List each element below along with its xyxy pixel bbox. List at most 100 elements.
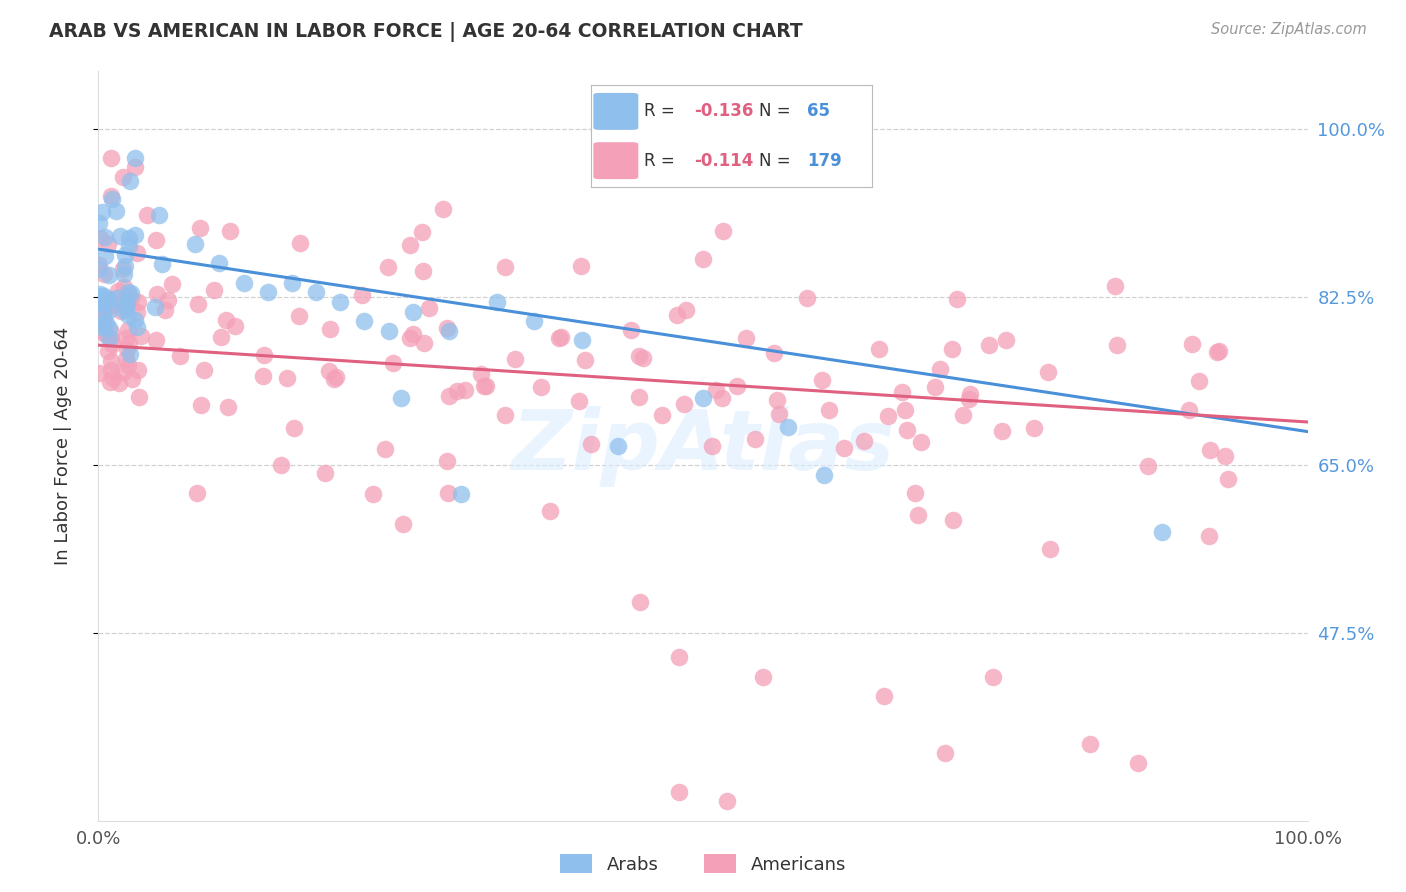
Point — [87, 301, 110, 315]
Point — [454, 383, 477, 397]
Point — [124, 151, 146, 165]
Point — [710, 391, 733, 405]
Point — [112, 302, 135, 317]
Point — [108, 297, 131, 311]
Point — [1178, 402, 1201, 417]
Point — [1105, 338, 1128, 352]
Point — [418, 301, 440, 316]
Point — [1218, 472, 1240, 486]
Point — [101, 192, 124, 206]
Point — [253, 348, 276, 362]
Point — [877, 409, 900, 423]
Point — [904, 485, 927, 500]
Point — [716, 794, 738, 808]
Point — [305, 285, 328, 300]
Point — [377, 260, 399, 275]
Point — [350, 287, 373, 301]
FancyBboxPatch shape — [593, 93, 638, 130]
Point — [107, 284, 129, 298]
Point — [114, 248, 136, 262]
Point — [117, 288, 139, 302]
Point — [811, 373, 834, 387]
Point — [1136, 459, 1159, 474]
Point — [117, 230, 139, 244]
Point — [752, 669, 775, 683]
Point — [124, 313, 146, 327]
Point — [399, 237, 422, 252]
Point — [374, 442, 396, 456]
Point — [581, 437, 603, 451]
Point — [813, 467, 835, 482]
Point — [98, 297, 121, 311]
Point — [112, 280, 135, 294]
Point — [94, 249, 117, 263]
Point — [127, 362, 149, 376]
Point — [1022, 420, 1045, 434]
Point — [668, 785, 690, 799]
Point — [190, 221, 212, 235]
Point — [853, 434, 876, 449]
Point — [896, 423, 918, 437]
Point — [100, 151, 122, 165]
Point — [873, 689, 896, 703]
Point — [991, 424, 1014, 438]
Point — [1181, 337, 1204, 351]
Point — [98, 268, 121, 283]
Point — [87, 216, 110, 230]
Point — [117, 358, 139, 372]
Point — [361, 486, 384, 500]
Text: Source: ZipAtlas.com: Source: ZipAtlas.com — [1211, 22, 1367, 37]
Point — [1198, 529, 1220, 543]
Point — [93, 312, 115, 326]
Point — [184, 237, 207, 252]
Point — [946, 292, 969, 306]
Point — [121, 371, 143, 385]
Point — [381, 356, 404, 370]
Point — [193, 363, 215, 377]
Point — [314, 466, 336, 480]
Point — [607, 439, 630, 453]
Point — [97, 344, 120, 359]
Point — [692, 252, 714, 266]
Point — [89, 231, 111, 245]
Text: 179: 179 — [807, 152, 842, 169]
Point — [127, 305, 149, 319]
Point — [91, 320, 114, 334]
Point — [150, 257, 173, 271]
Point — [209, 330, 232, 344]
Point — [318, 364, 340, 378]
Point — [631, 351, 654, 365]
Point — [977, 338, 1000, 352]
Point — [252, 369, 274, 384]
Point — [100, 331, 122, 345]
Point — [112, 267, 135, 281]
Point — [666, 309, 689, 323]
Point — [157, 293, 180, 308]
Point — [1206, 345, 1229, 359]
Point — [494, 260, 516, 275]
Point — [93, 267, 115, 281]
Point — [907, 508, 929, 522]
Point — [100, 336, 122, 351]
Point — [437, 324, 460, 338]
Point — [100, 325, 122, 339]
Point — [325, 369, 347, 384]
Point — [929, 362, 952, 376]
Point — [105, 203, 128, 218]
Point — [402, 327, 425, 342]
Point — [766, 393, 789, 408]
Point — [389, 391, 412, 405]
Point — [118, 239, 141, 253]
Point — [145, 334, 167, 348]
Point — [523, 314, 546, 328]
Point — [112, 365, 135, 379]
Point — [281, 276, 304, 290]
Point — [124, 161, 146, 175]
Point — [1188, 374, 1211, 388]
Point — [96, 294, 118, 309]
Point — [117, 285, 139, 300]
Point — [894, 402, 917, 417]
Point — [276, 371, 298, 385]
Y-axis label: In Labor Force | Age 20-64: In Labor Force | Age 20-64 — [53, 326, 72, 566]
Point — [530, 380, 553, 394]
